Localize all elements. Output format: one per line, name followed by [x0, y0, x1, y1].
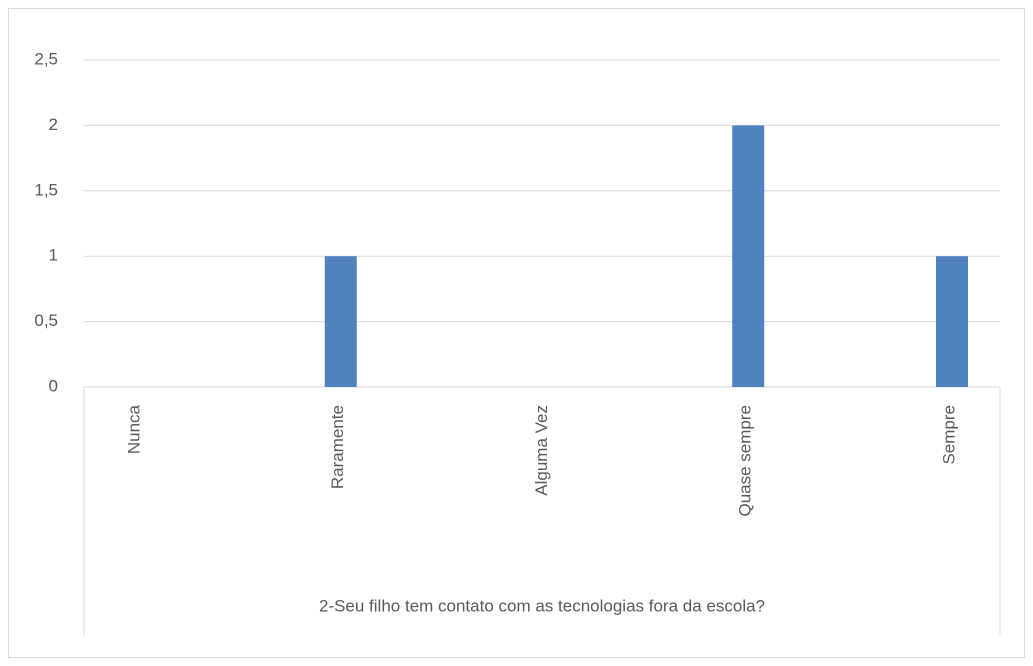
bar: [936, 256, 968, 387]
bar: [732, 125, 765, 388]
chart-border: [8, 8, 1025, 658]
y-tick-label: 0,5: [34, 311, 58, 330]
x-tick-label: Raramente: [328, 405, 347, 489]
y-tick-label: 1,5: [34, 180, 58, 199]
bar: [324, 256, 357, 387]
y-tick-label: 2: [49, 115, 58, 134]
x-tick-label: Alguma Vez: [532, 405, 551, 496]
y-tick-label: 2,5: [34, 49, 58, 68]
x-tick-label: Sempre: [939, 405, 958, 465]
x-tick-label: Nunca: [124, 404, 143, 454]
y-tick-label: 0: [49, 376, 58, 395]
y-tick-label: 1: [49, 246, 58, 265]
x-axis-title: 2-Seu filho tem contato com as tecnologi…: [319, 596, 765, 615]
x-tick-label: Quase sempre: [736, 405, 755, 517]
